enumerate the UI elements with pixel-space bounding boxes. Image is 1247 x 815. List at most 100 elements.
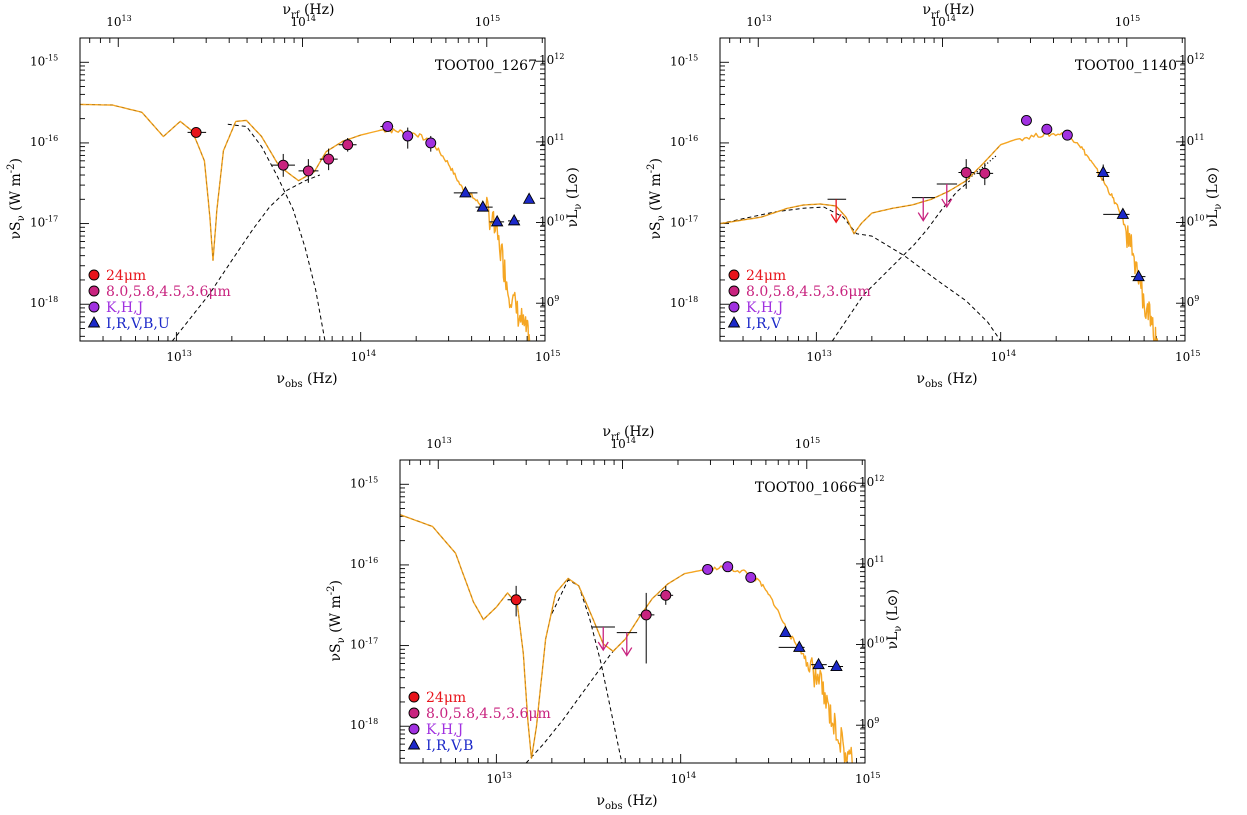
legend-marker — [88, 269, 100, 281]
data-point — [1096, 165, 1110, 177]
data-point — [342, 139, 354, 151]
legend-marker — [727, 316, 741, 328]
curves — [80, 103, 531, 341]
data-point — [1021, 114, 1032, 126]
y-axis-label: νSν (W m-2) — [646, 158, 667, 239]
x-tick-label: 1015 — [855, 771, 880, 786]
data-point — [793, 640, 806, 652]
top-tick-label: 1015 — [1115, 14, 1140, 29]
legend-marker — [728, 301, 740, 313]
legend-label: K,H,J — [106, 300, 143, 316]
data-point — [507, 213, 521, 226]
legend-marker — [88, 285, 100, 297]
top-tick-label: 1013 — [746, 14, 771, 29]
upper-limit-arrowhead — [941, 198, 953, 209]
plot-frame — [719, 37, 1186, 342]
legend-label: 8.0,5.8,4.5,3.6μm — [106, 284, 231, 300]
component-curve — [525, 638, 626, 763]
data-point — [490, 214, 504, 227]
top-tick-label: 1014 — [931, 14, 956, 29]
y-tick-label: 10-18 — [350, 717, 378, 732]
y-tick-label: 10-17 — [30, 215, 58, 230]
right-axis-label: νLν (L⊙) — [1205, 167, 1224, 227]
legend-label: 24μm — [746, 268, 786, 284]
data-point — [425, 137, 437, 149]
right-tick-label: 1010 — [859, 636, 884, 651]
legend-label: 24μm — [106, 268, 146, 284]
top-tick-label: 1014 — [611, 436, 636, 451]
data-point — [745, 571, 757, 583]
data-point — [1116, 207, 1130, 219]
data-point — [402, 130, 414, 142]
data-point — [522, 192, 536, 204]
right-tick-label: 109 — [1179, 294, 1199, 309]
panel-bottom-center: 1013 1014 1015 1013 1014 1015 10-15 10-16 10-17 1… — [326, 424, 904, 812]
top-axis-label: νrf (Hz) — [603, 424, 655, 443]
panel-top-right: 1013 1014 1015 1013 1014 1015 10-15 10-16 10-17 1… — [646, 2, 1224, 390]
right-tick-label: 1011 — [539, 133, 564, 148]
y-tick-label: 10-16 — [350, 556, 378, 571]
x-tick-label: 1013 — [486, 771, 511, 786]
right-axis-label: νLν (L⊙) — [565, 167, 584, 227]
x-tick-label: 1014 — [991, 349, 1016, 364]
x-tick-label: 1015 — [1175, 349, 1200, 364]
x-tick-label: 1014 — [671, 771, 696, 786]
legend-label: 8.0,5.8,4.5,3.6μm — [426, 706, 551, 722]
legend-label: I,R,V — [746, 316, 782, 332]
y-tick-label: 10-16 — [30, 134, 58, 149]
data-point — [722, 561, 734, 573]
top-tick-label: 1015 — [475, 14, 500, 29]
data-point — [510, 594, 522, 606]
data-point — [1061, 129, 1073, 141]
right-tick-label: 1012 — [1179, 52, 1204, 67]
data-point — [960, 167, 972, 178]
legend-label: I,R,V,B,U — [106, 316, 170, 332]
component-curve — [831, 180, 971, 341]
legend-label: K,H,J — [426, 722, 463, 738]
y-tick-label: 10-18 — [30, 295, 58, 310]
legend-marker — [407, 738, 421, 750]
object-label: TOOT00_1066 — [755, 480, 857, 496]
model-curve — [720, 131, 1159, 341]
right-tick-label: 109 — [539, 294, 559, 309]
data-point — [640, 609, 652, 621]
data-point — [459, 185, 472, 198]
data-point — [302, 165, 314, 177]
model-curve-overlay — [80, 104, 361, 261]
x-tick-label: 1014 — [351, 349, 376, 364]
right-tick-label: 109 — [859, 716, 879, 731]
right-tick-label: 1011 — [1179, 133, 1204, 148]
legend-marker — [408, 707, 420, 719]
y-tick-label: 10-16 — [670, 134, 698, 149]
data-point — [382, 121, 394, 132]
y-tick-label: 10-15 — [350, 475, 378, 490]
top-tick-label: 1015 — [795, 436, 820, 451]
data-point — [277, 159, 289, 171]
top-axis-label: νrf (Hz) — [283, 2, 335, 21]
legend-label: 8.0,5.8,4.5,3.6μm — [746, 284, 871, 300]
x-axis-label: νobs (Hz) — [277, 371, 338, 390]
object-label: TOOT00_1140 — [1075, 58, 1177, 74]
legend-label: K,H,J — [746, 300, 783, 316]
y-tick-label: 10-15 — [30, 53, 58, 68]
model-curve-overlay — [400, 514, 685, 759]
x-axis-label: νobs (Hz) — [917, 371, 978, 390]
component-curve — [551, 579, 623, 763]
data-point — [830, 659, 843, 671]
x-axis-label: νobs (Hz) — [597, 793, 658, 812]
upper-limit-arrowhead — [917, 212, 929, 222]
component-curve — [171, 174, 320, 341]
right-tick-label: 1010 — [539, 214, 564, 229]
upper-limit-arrowhead — [621, 647, 633, 657]
y-tick-label: 10-17 — [350, 637, 378, 652]
legend-marker — [728, 269, 740, 281]
legend-marker — [728, 285, 740, 297]
data-point — [702, 563, 714, 575]
legend-marker — [408, 691, 420, 703]
legend-marker — [408, 723, 420, 735]
sum-curve — [965, 154, 997, 182]
data-point — [812, 657, 825, 670]
y-tick-label: 10-17 — [670, 215, 698, 230]
y-tick-label: 10-15 — [670, 53, 698, 68]
data-point — [660, 589, 672, 601]
